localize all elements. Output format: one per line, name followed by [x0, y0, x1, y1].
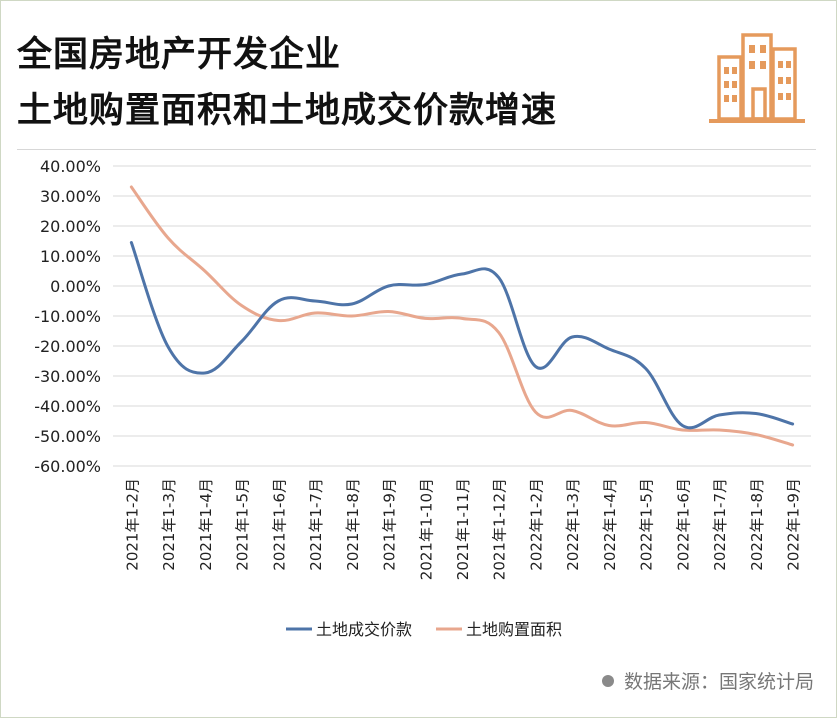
x-tick-label: 2021年1-6月 [270, 478, 288, 571]
x-tick-label: 2021年1-11月 [454, 478, 472, 580]
x-tick-label: 2021年1-10月 [417, 478, 435, 580]
title-line-2: 土地购置面积和土地成交价款增速 [17, 91, 558, 131]
x-tick-label: 2022年1-6月 [674, 478, 692, 571]
chart-title: 全国房地产开发企业 土地购置面积和土地成交价款增速 [17, 27, 557, 139]
x-axis: 2021年1-2月 2021年1-3月 2021年1-4月 2021年1-5月 2021… [123, 478, 802, 580]
title-divider [17, 149, 816, 150]
y-tick-label: -40.00% [34, 397, 101, 416]
y-tick-label: -50.00% [34, 427, 101, 446]
y-tick-label: -30.00% [34, 367, 101, 386]
x-tick-label: 2021年1-12月 [491, 478, 509, 580]
series-line-0 [129, 241, 795, 430]
y-tick-label: 40.00% [40, 157, 101, 176]
x-tick-label: 2021年1-2月 [123, 478, 141, 571]
x-tick-label: 2021年1-8月 [344, 478, 362, 571]
x-tick-label: 2022年1-8月 [748, 478, 766, 571]
legend-label-0: 土地成交价款 [316, 620, 412, 639]
y-tick-label: 30.00% [40, 187, 101, 206]
x-tick-label: 2021年1-4月 [197, 478, 215, 571]
y-tick-label: -60.00% [34, 457, 101, 476]
title-line-1: 全国房地产开发企业 [17, 35, 342, 75]
x-tick-label: 2022年1-2月 [527, 478, 545, 571]
y-tick-label: 20.00% [40, 217, 101, 236]
x-tick-label: 2022年1-3月 [564, 478, 582, 571]
y-tick-label: 10.00% [40, 247, 101, 266]
y-axis: 40.00% 30.00% 20.00% 10.00% 0.00% -10.00% -20.… [34, 157, 101, 476]
series-lines [129, 185, 795, 447]
y-tick-label: 0.00% [50, 277, 101, 296]
line-chart: 40.00% 30.00% 20.00% 10.00% 0.00% -10.00% -20.… [34, 157, 811, 639]
x-tick-label: 2022年1-4月 [601, 478, 619, 571]
bullet-dot-icon [601, 674, 614, 687]
x-tick-label: 2022年1-5月 [638, 478, 656, 571]
y-tick-label: -20.00% [34, 337, 101, 356]
legend: 土地成交价款 土地购置面积 [286, 620, 562, 639]
x-tick-label: 2021年1-9月 [381, 478, 399, 571]
source-text: 数据来源：国家统计局 [623, 671, 814, 693]
buildings-icon [709, 33, 805, 123]
x-tick-label: 2022年1-9月 [785, 478, 803, 571]
source-note: 数据来源：国家统计局 [601, 667, 814, 694]
x-tick-label: 2022年1-7月 [711, 478, 729, 571]
x-tick-label: 2021年1-3月 [160, 478, 178, 571]
x-tick-label: 2021年1-7月 [307, 478, 325, 571]
x-tick-label: 2021年1-5月 [234, 478, 252, 571]
grid-lines [113, 165, 811, 467]
legend-label-1: 土地购置面积 [466, 620, 562, 639]
series-line-1 [129, 185, 795, 447]
y-tick-label: -10.00% [34, 307, 101, 326]
